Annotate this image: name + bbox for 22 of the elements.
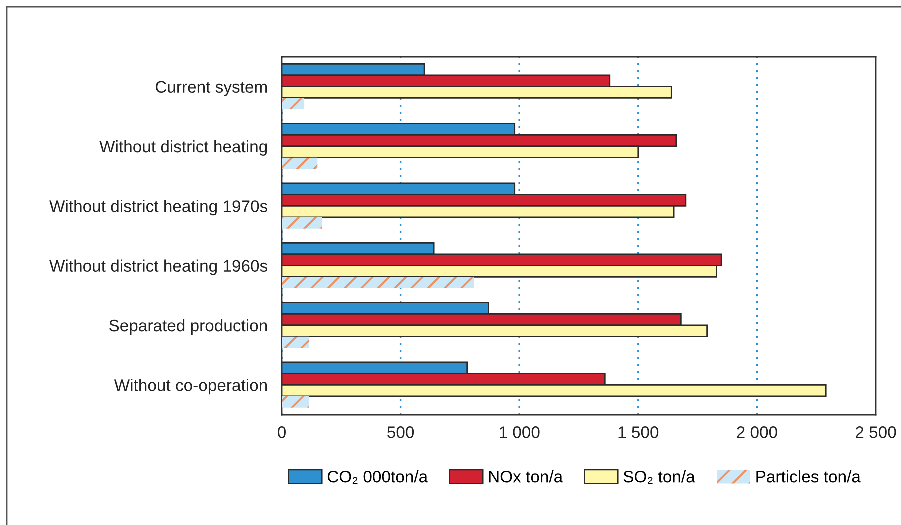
x-tick-label: 0 xyxy=(278,426,286,438)
y-tick-label: Separated production xyxy=(110,319,268,335)
bar xyxy=(282,396,310,408)
x-tick-label: 1 000 xyxy=(500,426,540,438)
y-tick-label: Without district heating 1970s xyxy=(50,200,268,216)
y-tick-label: Without co-operation xyxy=(114,379,268,395)
legend-label: Particles ton/a xyxy=(756,470,861,483)
legend-label: SO₂ ton/a xyxy=(624,470,696,484)
y-tick-label: Without district heating 1960s xyxy=(50,260,268,276)
bar xyxy=(282,277,474,289)
x-tick-label: 2 500 xyxy=(856,426,896,438)
y-tick-label: Current system xyxy=(156,81,268,96)
x-tick-label: 2 000 xyxy=(737,426,778,438)
bar xyxy=(282,336,310,348)
bar xyxy=(282,218,322,229)
legend-label: CO₂ 000ton/a xyxy=(328,470,428,484)
x-tick-label: 1 500 xyxy=(618,426,659,438)
x-tick-label: 500 xyxy=(388,426,414,438)
bar xyxy=(282,158,318,170)
bar xyxy=(282,98,305,110)
y-tick-label: Without district heating xyxy=(100,140,268,156)
legend-label: NOx ton/a xyxy=(489,470,564,483)
